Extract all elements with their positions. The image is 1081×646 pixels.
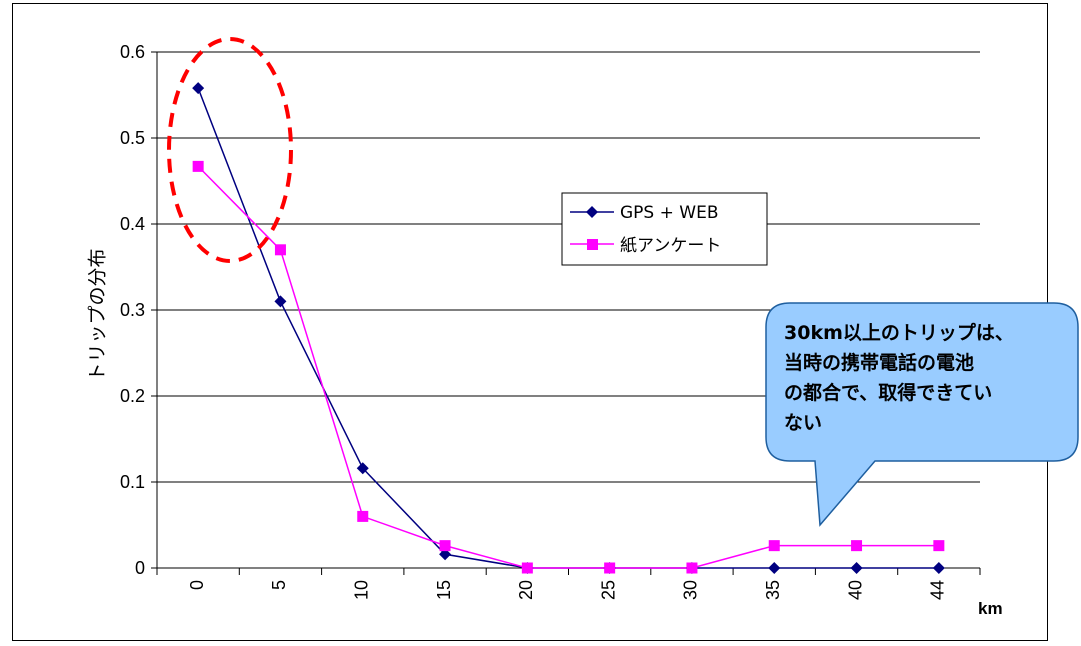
legend: GPS + WEB 紙アンケート [561, 192, 768, 266]
data-point-gps [356, 462, 369, 475]
highlight-ellipse [167, 37, 293, 263]
data-point-paper [357, 510, 369, 522]
legend-marker-gps [586, 206, 598, 218]
data-point-paper [521, 562, 533, 574]
series-markers [192, 82, 945, 574]
annotation-callout: 30km以上のトリップは、 当時の携帯電話の電池 の都合で、取得できてい ない [765, 302, 1079, 527]
x-tick-label: 25 [598, 580, 618, 600]
x-tick-label: 10 [352, 580, 372, 600]
series-lines [197, 87, 939, 569]
callout-bubble [765, 302, 1079, 527]
callout-line-1: 30km以上のトリップは、 [784, 321, 1014, 344]
x-tick-label: 5 [269, 580, 289, 590]
legend-marker-paper [587, 239, 598, 250]
y-tick-label: 0.5 [120, 128, 145, 148]
data-point-paper [274, 244, 286, 256]
callout-line-2: 当時の携帯電話の電池 [784, 351, 974, 374]
x-tick-label: 35 [763, 580, 783, 600]
data-point-paper [851, 540, 863, 552]
x-tick-label: 30 [681, 580, 701, 600]
data-point-paper [686, 562, 698, 574]
y-tick-label: 0.1 [120, 472, 145, 492]
data-point-gps [850, 562, 863, 574]
legend-label-paper: 紙アンケート [620, 236, 721, 256]
data-point-gps [192, 82, 205, 95]
data-point-paper [192, 160, 204, 172]
series-line-1 [197, 165, 939, 569]
y-tick-label: 0.3 [120, 300, 145, 320]
data-point-gps [274, 295, 287, 308]
callout-line-3: の都合で、取得できてい [784, 381, 992, 404]
y-tick-label: 0.2 [120, 386, 145, 406]
data-point-paper [768, 540, 780, 552]
data-point-gps [932, 562, 945, 574]
y-tick-label: 0.6 [120, 42, 145, 62]
x-axis-unit: km [978, 599, 1003, 618]
callout-line-4: ない [784, 412, 822, 434]
x-tick-label: 15 [434, 580, 454, 600]
y-tick-label: 0.4 [120, 214, 145, 234]
data-point-paper [604, 562, 616, 574]
y-axis-ticks: 0 0.1 0.2 0.3 0.4 0.5 0.6 [120, 42, 145, 578]
x-tick-label: 44 [928, 580, 948, 600]
x-axis-ticks: 0 5 10 15 20 25 30 35 40 44 [187, 580, 948, 600]
y-axis-label: トリップの分布 [87, 248, 109, 381]
data-point-gps [439, 548, 452, 561]
x-tick-label: 0 [187, 580, 207, 590]
x-tick-label: 40 [845, 580, 865, 600]
y-tick-label: 0 [135, 558, 145, 578]
x-tick-label: 20 [516, 580, 536, 600]
data-point-paper [933, 540, 945, 552]
legend-label-gps: GPS + WEB [620, 203, 718, 223]
data-point-gps [768, 562, 781, 574]
legend-box [561, 192, 768, 266]
data-point-paper [439, 540, 451, 552]
